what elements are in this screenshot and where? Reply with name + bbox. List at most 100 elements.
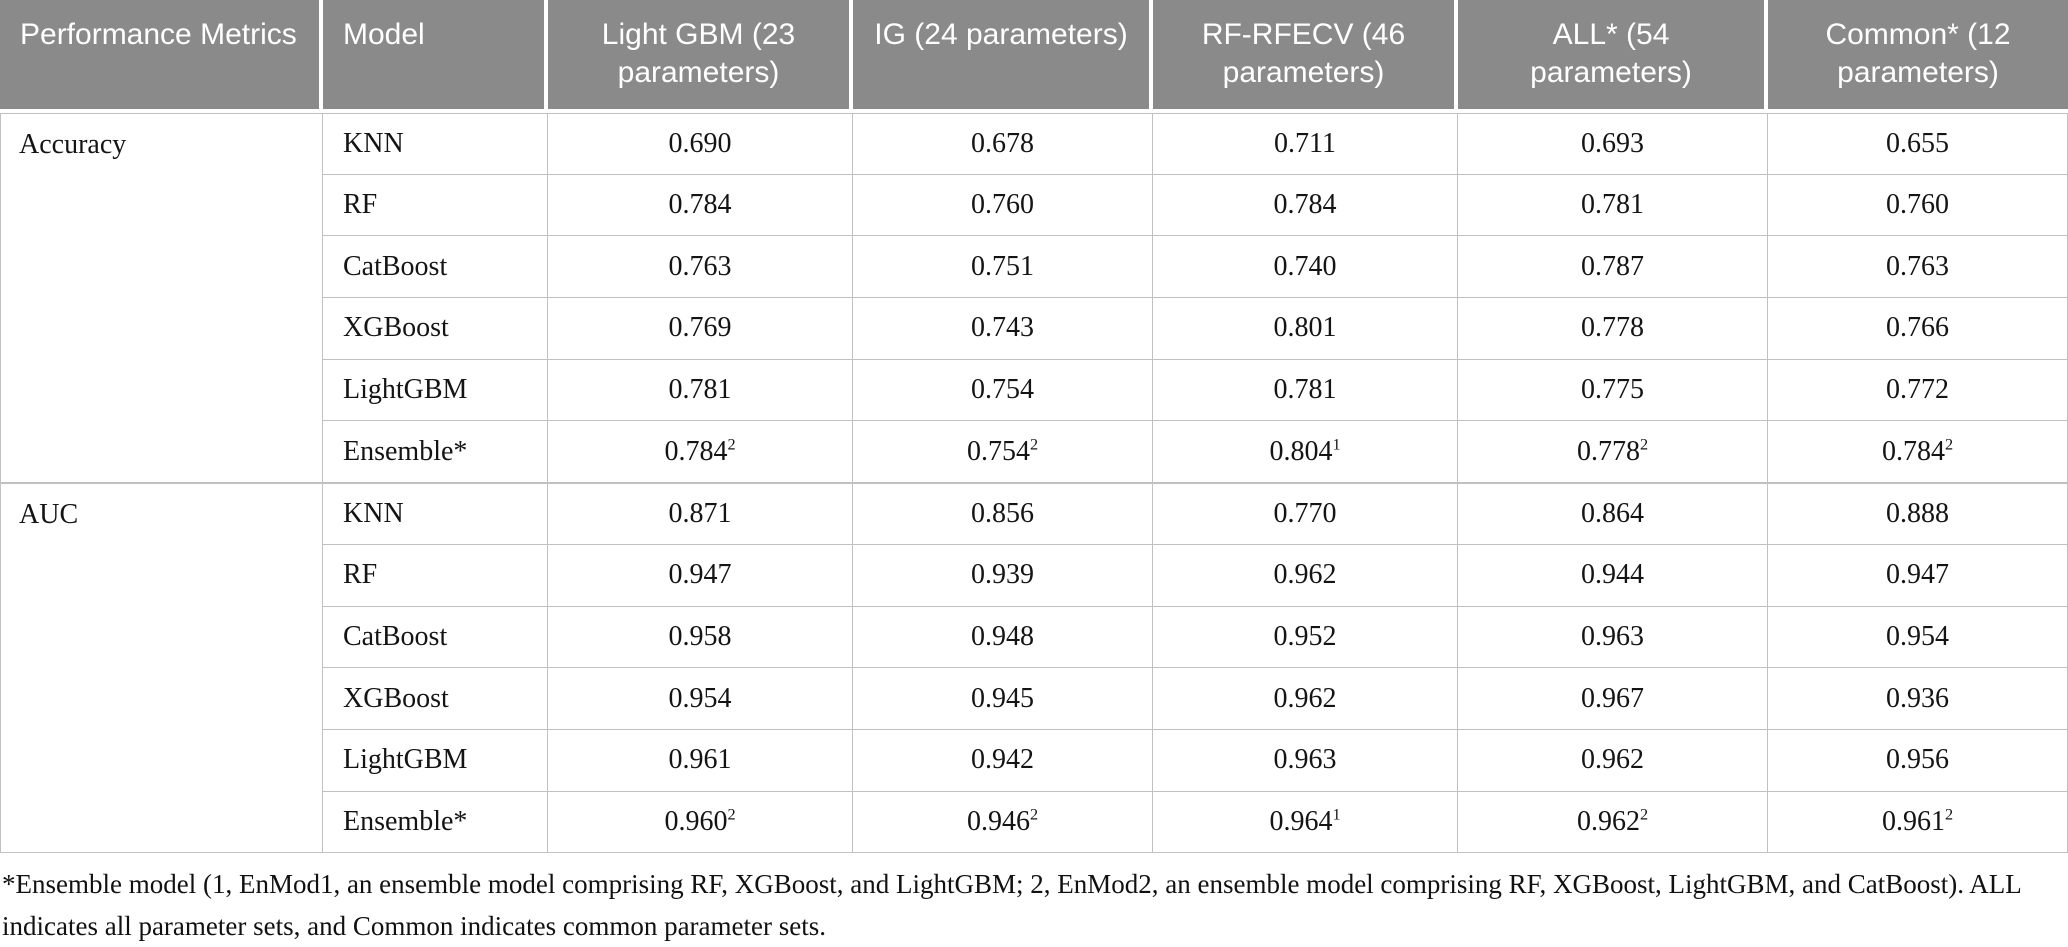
value-cell: 0.781 (1153, 359, 1458, 422)
column-header-5: ALL* (54 parameters) (1458, 0, 1768, 113)
metric-value: 0.743 (971, 312, 1034, 344)
metric-value: 0.960 (664, 805, 728, 837)
model-cell: LightGBM (323, 359, 548, 422)
value-cell: 0.942 (853, 729, 1153, 792)
value-cell: 0.693 (1458, 113, 1768, 175)
metric-value: 0.961 (668, 744, 732, 776)
value-cell: 0.763 (1768, 236, 2068, 299)
metric-value: 0.856 (971, 497, 1034, 529)
value-cell: 0.760 (853, 174, 1153, 237)
model-cell: KNN (323, 113, 548, 175)
table-row: Accuracy KNN 0.690 0.678 0.711 0.693 0.655 (0, 113, 2068, 484)
value-cell: 0.784 (548, 174, 853, 237)
value-cell: 0.770 (1153, 483, 1458, 545)
column-header-3: IG (24 parameters) (853, 0, 1153, 113)
metric-value: 0.956 (1886, 744, 1949, 776)
metric-value: 0.693 (1581, 127, 1644, 159)
metric-value: 0.778 (1576, 435, 1640, 467)
metric-value: 0.804 (1269, 435, 1333, 467)
ensemble-model-marker: 2 (1944, 435, 1954, 454)
metric-value: 0.778 (1581, 312, 1644, 344)
value-cell: 0.754 (853, 359, 1153, 422)
value-cell: 0.956 (1768, 729, 2068, 792)
metric-value: 0.964 (1269, 805, 1333, 837)
metric-value: 0.751 (971, 250, 1034, 282)
table-row: LightGBM 0.961 0.942 0.963 0.962 0.956 (0, 729, 2068, 792)
metric-value: 0.948 (971, 620, 1034, 652)
value-cell: 0.9602 (548, 791, 853, 854)
table-row: RF 0.784 0.760 0.784 0.781 0.760 (0, 174, 2068, 237)
ensemble-model-marker: 2 (1639, 435, 1649, 454)
metric-value: 0.690 (668, 127, 732, 159)
table-row: XGBoost 0.954 0.945 0.962 0.967 0.936 (0, 668, 2068, 730)
value-cell: 0.740 (1153, 236, 1458, 299)
value-cell: 0.655 (1768, 113, 2068, 175)
value-cell: 0.8041 (1153, 421, 1458, 484)
metric-value: 0.864 (1581, 497, 1644, 529)
value-cell: 0.856 (853, 483, 1153, 545)
value-cell: 0.9641 (1153, 791, 1458, 854)
metric-value: 0.801 (1273, 312, 1337, 344)
value-cell: 0.690 (548, 113, 853, 175)
value-cell: 0.9612 (1768, 791, 2068, 854)
metric-value: 0.954 (668, 682, 732, 714)
value-cell: 0.7782 (1458, 421, 1768, 484)
value-cell: 0.760 (1768, 174, 2068, 237)
metric-value: 0.770 (1273, 497, 1337, 529)
ensemble-model-marker: 2 (727, 435, 736, 454)
ensemble-model-marker: 2 (1639, 805, 1649, 824)
table-row: CatBoost 0.958 0.948 0.952 0.963 0.954 (0, 606, 2068, 669)
performance-metrics-table: Performance Metrics Model Light GBM (23 pa… (0, 0, 2068, 854)
table-row: Ensemble* 0.7842 0.7542 0.8041 0.7782 0.7842 (0, 421, 2068, 484)
column-header-2: Light GBM (23 parameters) (548, 0, 853, 113)
metric-value: 0.781 (1581, 189, 1644, 221)
metric-value: 0.655 (1886, 127, 1949, 159)
column-header-4: RF-RFECV (46 parameters) (1153, 0, 1458, 113)
value-cell: 0.952 (1153, 606, 1458, 669)
value-cell: 0.801 (1153, 298, 1458, 360)
value-cell: 0.939 (853, 544, 1153, 607)
model-cell: Ensemble* (323, 421, 548, 484)
table-row: LightGBM 0.781 0.754 0.781 0.775 0.772 (0, 359, 2068, 422)
metric-value: 0.963 (1273, 744, 1337, 776)
metric-value: 0.784 (1881, 435, 1945, 467)
metric-value: 0.945 (971, 682, 1034, 714)
metric-value: 0.763 (668, 250, 732, 282)
metric-value: 0.962 (1576, 805, 1640, 837)
value-cell: 0.711 (1153, 113, 1458, 175)
value-cell: 0.775 (1458, 359, 1768, 422)
table-footnote: *Ensemble model (1, EnMod1, an ensemble … (2, 869, 2021, 942)
value-cell: 0.781 (548, 359, 853, 422)
metric-cell-accuracy: Accuracy (0, 113, 323, 484)
metric-value: 0.784 (664, 435, 728, 467)
metric-value: 0.760 (971, 189, 1034, 221)
value-cell: 0.958 (548, 606, 853, 669)
ensemble-model-marker: 1 (1332, 435, 1341, 454)
metric-value: 0.763 (1886, 250, 1949, 282)
metric-value: 0.962 (1581, 744, 1644, 776)
table-row: AUC KNN 0.871 0.856 0.770 0.864 0.888 (0, 483, 2068, 854)
metric-value: 0.740 (1273, 250, 1337, 282)
metric-value: 0.946 (966, 805, 1030, 837)
metric-value: 0.766 (1886, 312, 1949, 344)
column-header-1: Model (323, 0, 548, 113)
value-cell: 0.7842 (548, 421, 853, 484)
value-cell: 0.962 (1458, 729, 1768, 792)
model-cell: XGBoost (323, 668, 548, 730)
value-cell: 0.864 (1458, 483, 1768, 545)
ensemble-model-marker: 2 (727, 805, 736, 824)
metric-value: 0.775 (1581, 374, 1644, 406)
value-cell: 0.871 (548, 483, 853, 545)
metric-value: 0.711 (1274, 127, 1336, 159)
metric-value: 0.963 (1581, 620, 1644, 652)
value-cell: 0.769 (548, 298, 853, 360)
value-cell: 0.787 (1458, 236, 1768, 299)
metric-value: 0.947 (1886, 559, 1949, 591)
metric-value: 0.962 (1273, 682, 1337, 714)
metric-value: 0.942 (971, 744, 1034, 776)
table-header-row: Performance Metrics Model Light GBM (23 pa… (0, 0, 2068, 113)
value-cell: 0.784 (1153, 174, 1458, 237)
value-cell: 0.9622 (1458, 791, 1768, 854)
model-cell: RF (323, 544, 548, 607)
value-cell: 0.778 (1458, 298, 1768, 360)
